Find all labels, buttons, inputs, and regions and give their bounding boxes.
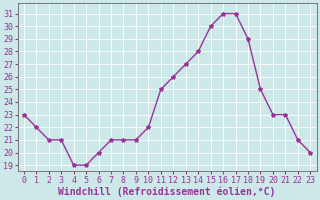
X-axis label: Windchill (Refroidissement éolien,°C): Windchill (Refroidissement éolien,°C): [58, 186, 276, 197]
